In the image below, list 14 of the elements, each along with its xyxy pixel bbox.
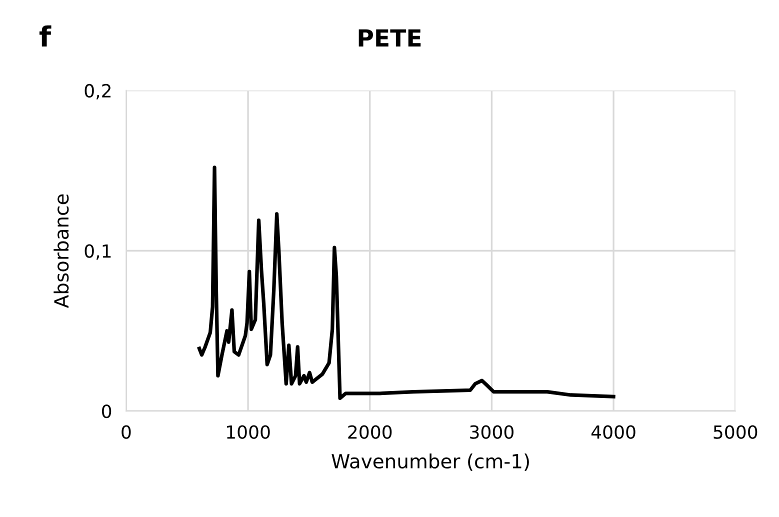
- y-tick-label: 0: [102, 404, 112, 418]
- y-axis-title: Absorbance: [54, 194, 69, 308]
- x-axis-title: Wavenumber (cm-1): [332, 453, 529, 471]
- text: f: [39, 25, 52, 47]
- x-tick-label: 1000: [227, 425, 270, 439]
- line-series: [197, 166, 616, 400]
- y-tick-label: 0,1: [84, 244, 111, 260]
- y-tick-label: 0,2: [84, 84, 110, 100]
- chart-title: PETE: [358, 29, 421, 47]
- x-tick-label: 3000: [470, 425, 514, 439]
- x-tick-label: 5000: [714, 425, 758, 439]
- x-tick-label: 0: [122, 425, 131, 439]
- x-tick-label: 4000: [591, 425, 636, 439]
- x-tick-label: 2000: [348, 425, 392, 439]
